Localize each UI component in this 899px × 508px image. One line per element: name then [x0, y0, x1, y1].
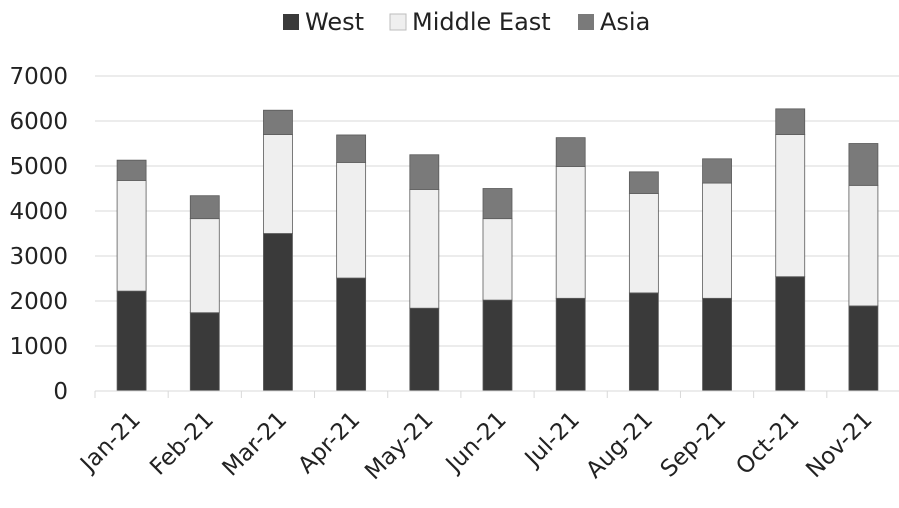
bar-segment-west	[555, 297, 586, 392]
x-tick-label: Jan-21	[74, 407, 145, 478]
x-tick-label: Oct-21	[731, 407, 804, 480]
bar-segment-asia	[482, 188, 513, 220]
bar-segment-west	[628, 292, 659, 392]
bar-segment-middle-east	[189, 218, 220, 314]
bar-segment-middle-east	[336, 161, 367, 279]
bar-segment-middle-east	[555, 166, 586, 299]
bar-segment-west	[116, 290, 147, 392]
bar-segment-asia	[263, 109, 293, 135]
legend-label-asia: Asia	[600, 8, 650, 36]
bar-segment-middle-east	[628, 193, 659, 294]
bar-segment-asia	[336, 134, 367, 163]
bar-segment-asia	[189, 195, 220, 220]
bar-segment-asia	[702, 158, 732, 184]
bar-segment-asia	[628, 171, 659, 194]
bar-segment-west	[775, 276, 806, 392]
legend-swatch-west	[283, 14, 299, 30]
x-tick-label: Apr-21	[293, 407, 365, 479]
bar-segment-asia	[116, 159, 147, 181]
y-tick-label: 4000	[9, 199, 68, 225]
y-axis: 0 1000 2000 3000 4000 5000 6000 7000	[9, 64, 68, 405]
bar-segment-asia	[409, 154, 440, 190]
y-tick-label: 6000	[9, 109, 68, 135]
bar-segment-middle-east	[409, 188, 440, 309]
bar-segment-middle-east	[263, 134, 293, 234]
bar-segment-middle-east	[482, 218, 513, 301]
x-tick-label: Aug-21	[581, 407, 658, 484]
x-tick-label: May-21	[360, 407, 438, 485]
legend: West Middle East Asia	[283, 8, 650, 36]
bar-segment-west	[482, 299, 513, 392]
bar-segment-asia	[775, 108, 806, 135]
x-tick-label: Jun-21	[440, 407, 512, 479]
bar-segment-west	[848, 305, 879, 392]
y-tick-label: 7000	[9, 64, 68, 90]
y-tick-label: 5000	[9, 154, 68, 180]
y-tick-label: 1000	[9, 334, 68, 360]
bar-segment-west	[702, 297, 732, 392]
x-tick-label: Jul-21	[519, 407, 585, 473]
legend-swatch-asia	[578, 14, 594, 30]
bar-segment-middle-east	[116, 179, 147, 292]
bar-segment-asia	[555, 137, 586, 167]
y-tick-label: 3000	[9, 244, 68, 270]
legend-label-west: West	[305, 8, 364, 36]
y-tick-label: 0	[53, 379, 68, 405]
bar-segment-west	[409, 307, 440, 392]
bar-segment-west	[336, 277, 367, 392]
y-tick-label: 2000	[9, 289, 68, 315]
legend-swatch-middle-east	[389, 13, 407, 31]
x-tick-label: Mar-21	[218, 407, 293, 482]
bar-segment-west	[189, 312, 220, 392]
x-tick-label: Sep-21	[656, 407, 732, 483]
bar-segment-west	[263, 233, 293, 392]
bars	[116, 108, 879, 392]
legend-label-middle-east: Middle East	[412, 8, 551, 36]
bar-segment-middle-east	[702, 182, 732, 299]
x-tick-label: Feb-21	[145, 407, 219, 481]
bar-segment-asia	[848, 143, 879, 186]
bar-segment-middle-east	[848, 184, 879, 307]
bar-segment-middle-east	[775, 134, 806, 278]
x-tick-label: Nov-21	[801, 407, 877, 483]
